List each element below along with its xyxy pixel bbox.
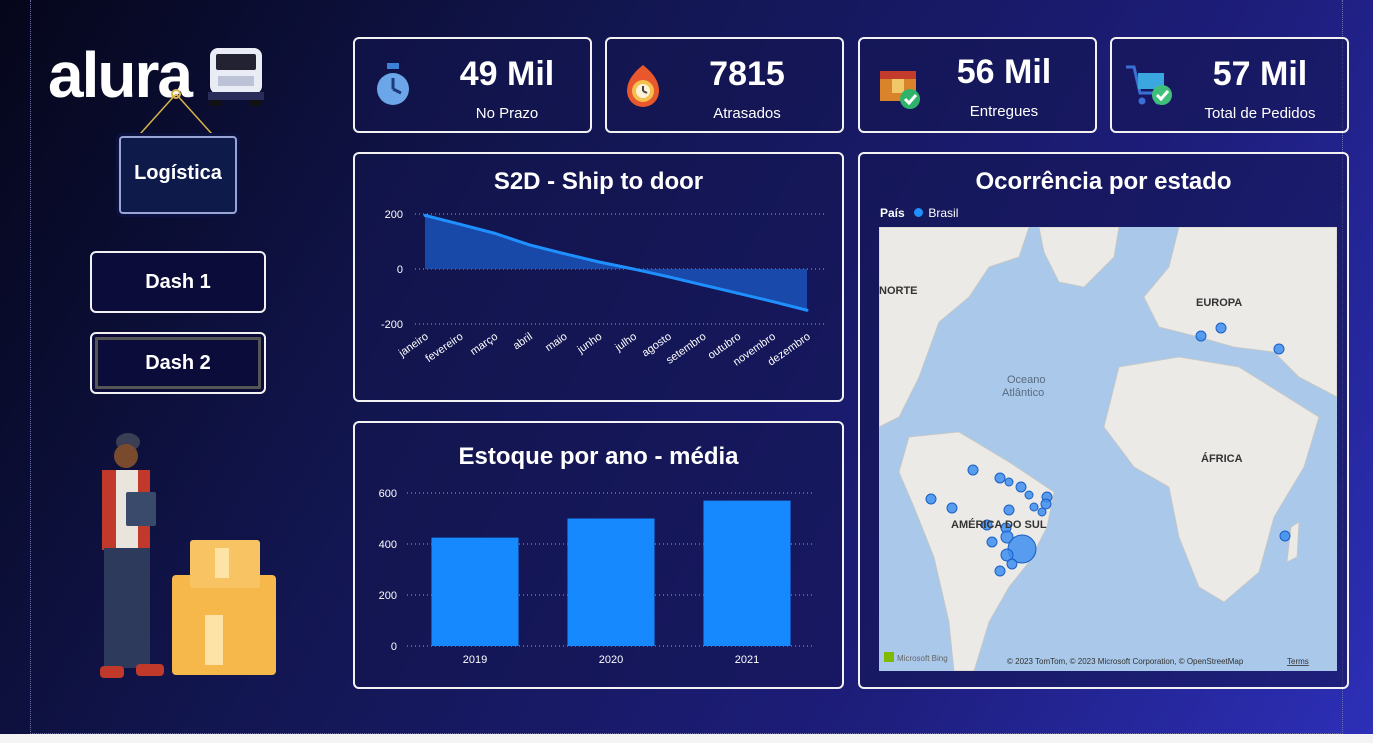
y-tick-label: 400 [379,539,397,551]
kpi-card-total-pedidos: 57 Mil Total de Pedidos [1110,37,1349,133]
x-tick-label: março [468,331,500,358]
x-tick-label: maio [543,331,569,355]
x-tick-label: 2020 [599,654,623,666]
map-title: Ocorrência por estado [975,168,1232,195]
data-point [458,222,462,226]
kpi-label: Atrasados [713,105,781,122]
kpi-card-atrasados: 7815 Atrasados [605,37,844,133]
x-tick-label: junho [575,331,605,357]
logo-text: alura [48,39,193,111]
x-tick-label: 2019 [463,654,487,666]
bar [703,500,791,646]
x-tick-label: julho [612,331,639,355]
bar [567,518,655,646]
map-label: Oceano [1007,374,1046,386]
y-tick-label: 200 [385,209,403,221]
data-point [492,231,496,235]
y-tick-label: -200 [381,319,403,331]
kpi-value: 57 Mil [1212,55,1308,93]
series-line [424,213,808,312]
kpi-value: 7815 [709,55,785,93]
y-tick-label: 200 [379,590,397,602]
legend-item: Brasil [928,206,959,220]
kpi-label: Entregues [969,103,1039,120]
truck-icon [208,48,264,106]
logistica-tag: Logística [119,136,237,214]
bar [431,537,519,646]
data-point [770,299,774,303]
y-tick-label: 0 [391,641,397,653]
data-point [527,243,531,247]
bing-logo-icon [884,652,894,662]
late-clock-icon [627,65,659,107]
y-tick-label: 600 [379,488,397,500]
data-point [597,260,601,264]
dash-1-button[interactable]: Dash 1 [90,251,266,313]
x-tick-label: fevereiro [424,331,466,365]
map-legend: País Brasil [880,206,958,220]
kpi-label: Total de Pedidos [1204,105,1316,122]
map-view[interactable]: NORTE EUROPA Oceano Atlântico ÁFRICA AMÉ… [879,227,1337,671]
map-brand: Microsoft Bing [897,654,948,663]
kpi-card-entregues: 56 Mil Entregues [858,37,1097,133]
data-point [423,213,427,217]
data-point [736,291,740,295]
data-point [805,308,809,312]
data-point [562,252,566,256]
logistica-label: Logística [134,162,222,184]
x-tick-label: abril [511,331,535,353]
map-attribution: © 2023 TomTom, © 2023 Microsoft Corporat… [1007,657,1244,666]
y-tick-label: 0 [397,264,403,276]
map-label: AMÉRICA DO SUL [951,518,1047,531]
stopwatch-icon [377,63,409,105]
kpi-label: No Prazo [475,105,539,122]
bottom-bar [0,734,1373,743]
cart-check-icon [1126,65,1172,105]
stock-chart-card: Estoque por ano - média 600 400 200 0 2019 20… [353,421,844,689]
delivery-person-illustration [100,433,276,678]
map-label: Atlântico [1002,387,1044,399]
map-terms-link[interactable]: Terms [1287,657,1309,666]
map-label: EUROPA [1196,297,1242,309]
delivered-box-icon [880,71,920,109]
dash-2-button[interactable]: Dash 2 [90,332,266,394]
map-card: Ocorrência por estado País Brasil NORT [858,152,1349,689]
x-tick-label: 2021 [735,654,759,666]
x-tick-label: setembro [664,331,708,367]
data-point [701,283,705,287]
chart-title: Estoque por ano - média [458,443,739,470]
kpi-value: 49 Mil [459,55,555,93]
data-point [666,275,670,279]
s2d-chart-card: S2D - Ship to door 200 0 -200 janeiro fevere… [353,152,844,402]
data-point [631,267,635,271]
kpi-card-no-prazo: 49 Mil No Prazo [353,37,592,133]
chart-title: S2D - Ship to door [493,168,704,195]
stock-bar-chart[interactable]: 600 400 200 0 2019 2020 2021 [355,423,842,687]
legend-dot [914,208,924,217]
kpi-value: 56 Mil [956,53,1052,91]
map-label: ÁFRICA [1201,452,1243,465]
map-label: NORTE [879,285,918,297]
legend-title: País [880,206,905,220]
